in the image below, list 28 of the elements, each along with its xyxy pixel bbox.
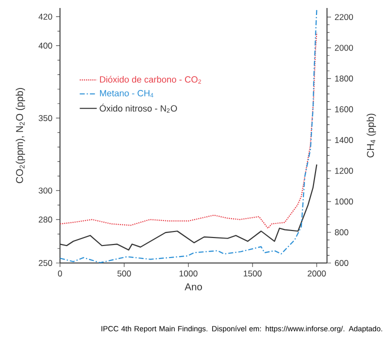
- y-tick-label: 350: [38, 115, 52, 122]
- legend-label: Dióxido de carbono - CO$_{2}$: [100, 76, 202, 84]
- x-tick-label: 1500: [244, 270, 262, 276]
- y2-tick-label: 600: [334, 260, 348, 266]
- y-tick-label: 420: [38, 14, 52, 20]
- x-tick-label: 500: [117, 270, 131, 276]
- y2-tick-label: 2200: [334, 14, 354, 20]
- x-tick-label: 0: [58, 270, 62, 276]
- y2-axis-title: CH$_{4}$ (ppb): [366, 114, 376, 158]
- line-series: [60, 164, 318, 251]
- y-axis-title: CO$_{2}$(ppm), N$_{2}$O (ppb): [16, 88, 26, 184]
- y2-tick-label: 800: [334, 229, 348, 236]
- y-tick-label: 400: [38, 42, 52, 49]
- legend-label: Metano - CH$_{4}$: [100, 90, 154, 98]
- legend-label: Óxido nitroso - N$_{2}$O: [100, 104, 177, 113]
- y2-tick-label: 1400: [335, 137, 354, 144]
- y2-tick-label: 1000: [335, 198, 354, 205]
- line-series: [60, 32, 318, 229]
- y2-tick-label: 1600: [335, 106, 354, 112]
- x-tick-label: 2000: [308, 270, 326, 276]
- y2-tick-label: 1200: [335, 168, 354, 174]
- y-tick-label: 250: [38, 260, 52, 266]
- x-tick-label: 1000: [180, 270, 198, 276]
- x-axis-title: Ano: [184, 283, 202, 290]
- y2-tick-label: 2000: [334, 44, 354, 51]
- y-tick-label: 300: [38, 188, 52, 194]
- y2-tick-label: 1800: [335, 76, 354, 82]
- y-tick-label: 280: [38, 216, 52, 223]
